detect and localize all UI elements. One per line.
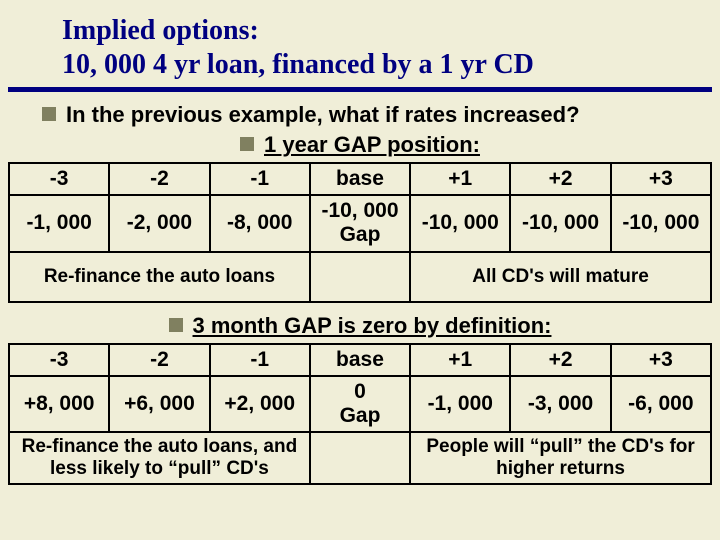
bullet-text-1: In the previous example, what if rates i… [66,102,580,128]
table-cell: -1, 000 [9,195,109,251]
table-cell: 0Gap [310,376,410,432]
square-bullet-icon [169,318,183,332]
table-footnote-mid [310,252,410,302]
table-cell: -3, 000 [510,376,610,432]
square-bullet-icon [42,107,56,121]
bullet-item-3: 3 month GAP is zero by definition: [8,313,712,339]
slide: Implied options: 10, 000 4 yr loan, fina… [0,0,720,540]
table-cell: +8, 000 [9,376,109,432]
title-rule [8,87,712,92]
table-cell: -10, 000Gap [310,195,410,251]
table-header: base [310,344,410,376]
table-footnote-left: Re-finance the auto loans, and less like… [9,432,310,484]
table-header: +3 [611,344,711,376]
table-cell: -6, 000 [611,376,711,432]
table-header: +2 [510,163,610,195]
table-row: -3 -2 -1 base +1 +2 +3 [9,163,711,195]
table-cell: +6, 000 [109,376,209,432]
table-cell: -10, 000 [410,195,510,251]
table-header: -2 [109,344,209,376]
table-header: -1 [210,163,310,195]
table-row: +8, 000 +6, 000 +2, 000 0Gap -1, 000 -3,… [9,376,711,432]
title-line2: 10, 000 4 yr loan, financed by a 1 yr CD [62,49,534,80]
table-header: -1 [210,344,310,376]
table-header: base [310,163,410,195]
table-header: -3 [9,163,109,195]
table-cell: -8, 000 [210,195,310,251]
table-footnote-right: People will “pull” the CD's for higher r… [410,432,711,484]
title-line1: Implied options: [62,15,259,46]
table-cell: -1, 000 [410,376,510,432]
table-header: +3 [611,163,711,195]
table-header: -2 [109,163,209,195]
table-row: Re-finance the auto loans, and less like… [9,432,711,484]
table-cell: +2, 000 [210,376,310,432]
table-header: +1 [410,163,510,195]
table-footnote-right: All CD's will mature [410,252,711,302]
table-cell: -2, 000 [109,195,209,251]
table-1yr-gap: -3 -2 -1 base +1 +2 +3 -1, 000 -2, 000 -… [8,162,712,302]
bullet-text-2: 1 year GAP position: [264,132,480,158]
slide-title: Implied options: 10, 000 4 yr loan, fina… [62,14,712,81]
table-header: +1 [410,344,510,376]
table-row: -3 -2 -1 base +1 +2 +3 [9,344,711,376]
table-cell: -10, 000 [510,195,610,251]
table-footnote-left: Re-finance the auto loans [9,252,310,302]
square-bullet-icon [240,137,254,151]
table-header: -3 [9,344,109,376]
bullet-item-2: 1 year GAP position: [8,132,712,158]
table-footnote-mid [310,432,410,484]
table-row: -1, 000 -2, 000 -8, 000 -10, 000Gap -10,… [9,195,711,251]
table-3mo-gap: -3 -2 -1 base +1 +2 +3 +8, 000 +6, 000 +… [8,343,712,485]
table-row: Re-finance the auto loans All CD's will … [9,252,711,302]
bullet-text-3: 3 month GAP is zero by definition: [193,313,552,339]
bullet-item-1: In the previous example, what if rates i… [42,102,712,128]
table-header: +2 [510,344,610,376]
table-cell: -10, 000 [611,195,711,251]
